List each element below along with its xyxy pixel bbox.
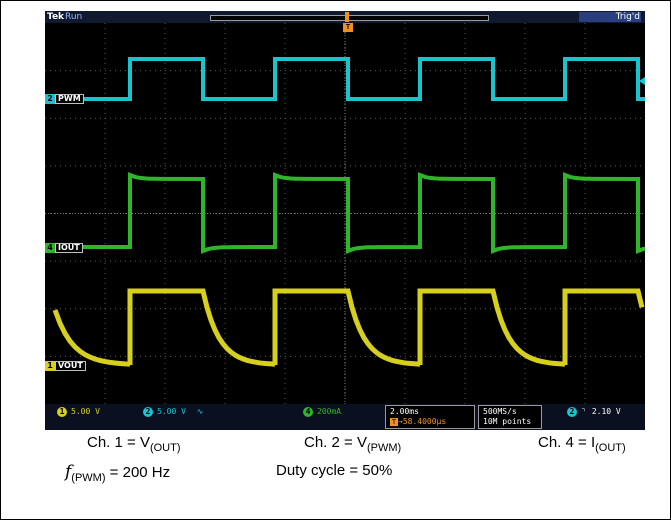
channel-4-number: 4 <box>45 243 55 253</box>
scope-status-bar: 1 5.00 V 2 5.00 V ∿ 4 200mA 2.00ms T →58.400… <box>45 404 645 430</box>
channel-2-number: 2 <box>45 94 55 104</box>
ch4-scale-value: 200mA <box>317 407 342 416</box>
oscilloscope-display: Tek Run Trig'd T 2 PWM 4 IOUT 1 VOUT <box>45 11 645 430</box>
frequency-sub: (PWM) <box>71 472 106 484</box>
trigger-status-box <box>579 12 641 22</box>
channel-1-number: 1 <box>45 361 55 371</box>
ch4-badge: 4 <box>303 407 313 417</box>
duty-cycle-caption: Duty cycle = 50% <box>276 462 393 479</box>
ch2-caption-sub: (PWM) <box>366 442 402 454</box>
record-position-bar[interactable] <box>210 15 489 21</box>
trigger-level-value: 2.10 V <box>591 407 621 416</box>
iout-waveform <box>55 172 645 254</box>
ch4-caption-sub: (OUT) <box>595 442 626 454</box>
pwm-frequency-caption: f(PWM) = 200 Hz <box>65 462 170 484</box>
brand-label: Tek <box>47 12 65 22</box>
channel-4-label: IOUT <box>55 243 83 253</box>
frequency-value: = 200 Hz <box>105 464 171 481</box>
ch2-scale-value: 5.00 V <box>157 407 186 416</box>
waveform-graticule <box>45 23 645 404</box>
horizontal-position: T →58.4000µs <box>390 417 470 427</box>
record-length-value: 10M points <box>483 417 532 426</box>
ch2-caption-text: Ch. 2 = V <box>304 434 367 451</box>
ch1-caption-sub: (OUT) <box>149 442 181 454</box>
horizontal-position-value: →58.4000µs <box>398 417 447 426</box>
ch1-caption-text: Ch. 1 = V <box>87 434 150 451</box>
ch4-caption-text: Ch. 4 = I <box>538 434 596 451</box>
channel-1-label: VOUT <box>55 361 86 371</box>
vout-waveform <box>52 288 645 367</box>
timebase-readout[interactable]: 2.00ms T →58.4000µs <box>385 405 475 429</box>
ch1-scale-value: 5.00 V <box>71 407 100 416</box>
ch1-caption: Ch. 1 = V(OUT) <box>87 434 181 454</box>
trigger-channel-badge: 2 <box>567 407 577 417</box>
ch1-badge: 1 <box>57 407 67 417</box>
channel-2-label: PWM <box>55 94 84 104</box>
record-window-indicator[interactable] <box>345 12 349 22</box>
frequency-symbol: f <box>65 462 72 482</box>
trigger-readout[interactable]: 2 ⌝ 2.10 V <box>567 407 621 417</box>
scope-top-bar: Tek Run Trig'd <box>45 11 645 23</box>
timebase-value: 2.00ms <box>390 407 419 416</box>
run-state-label: Run <box>65 12 83 22</box>
pwm-waveform <box>55 57 645 101</box>
trigger-state-label: Trig'd <box>615 12 640 22</box>
trigger-position-icon: T <box>390 418 398 426</box>
ch4-scale-readout[interactable]: 4 200mA <box>303 407 341 417</box>
ac-coupling-icon: ∿ <box>196 407 204 416</box>
ch1-scale-readout[interactable]: 1 5.00 V <box>57 407 100 417</box>
trigger-position-marker[interactable]: T <box>343 23 353 32</box>
ch2-scale-readout[interactable]: 2 5.00 V ∿ <box>143 407 203 417</box>
ch2-badge: 2 <box>143 407 153 417</box>
figure-caption: Ch. 1 = V(OUT) Ch. 2 = V(PWM) Ch. 4 = I(… <box>0 432 671 492</box>
ch2-caption: Ch. 2 = V(PWM) <box>304 434 401 454</box>
sample-rate-value: 500MS/s <box>483 407 517 416</box>
falling-edge-icon: ⌝ <box>581 407 586 416</box>
trigger-level-marker <box>639 77 645 85</box>
acquisition-readout[interactable]: 500MS/s 10M points <box>478 405 542 429</box>
ch4-caption: Ch. 4 = I(OUT) <box>538 434 626 454</box>
